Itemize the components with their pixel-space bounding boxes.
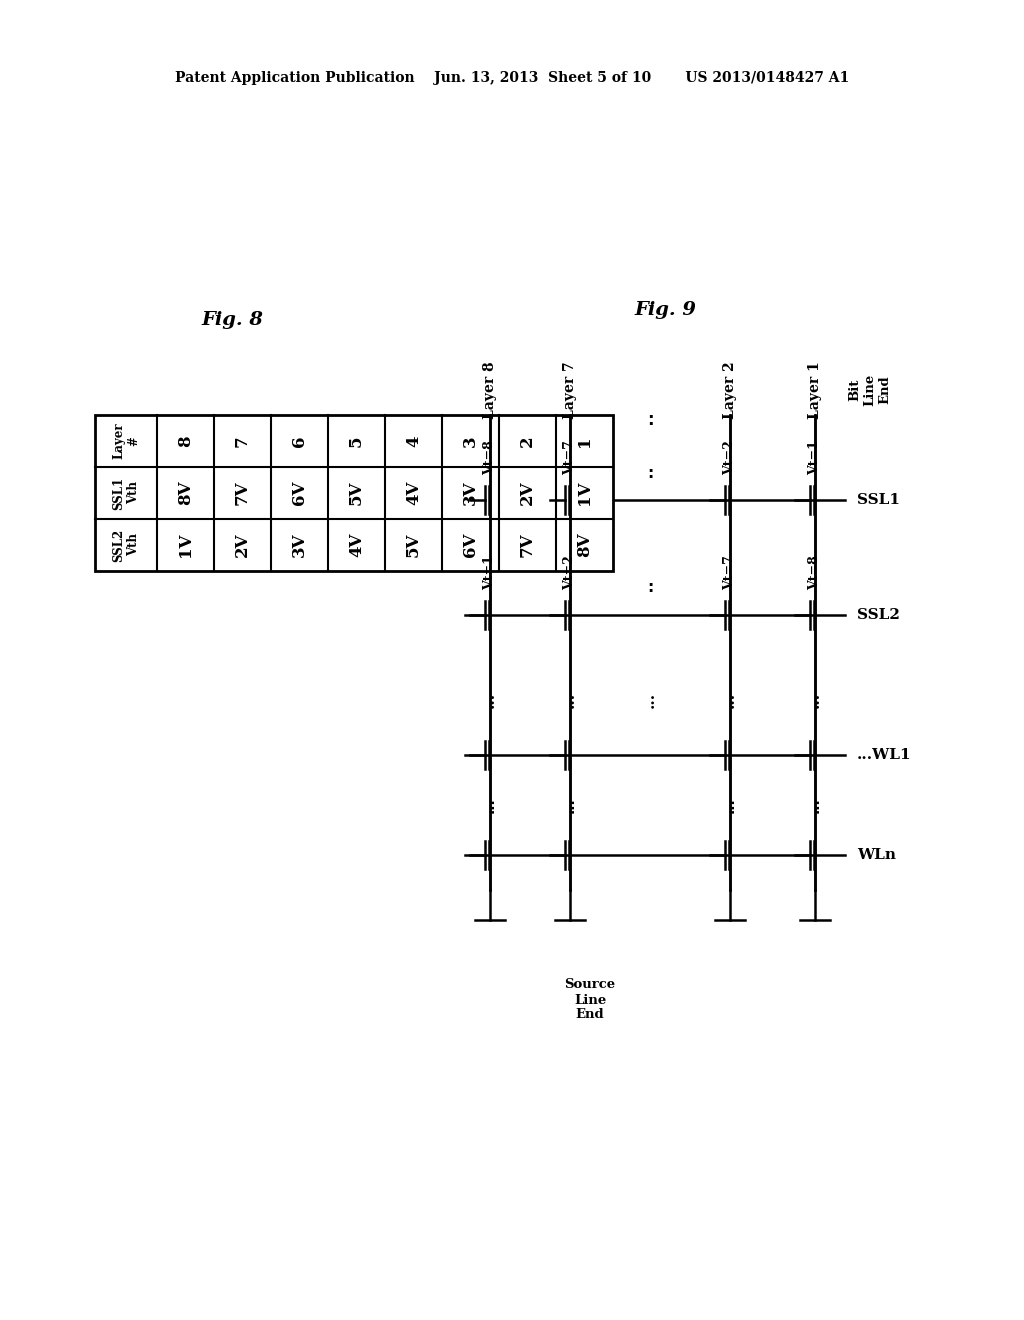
Text: 3V: 3V (291, 533, 308, 557)
Text: Bit
Line
End: Bit Line End (849, 374, 892, 407)
Text: 2V: 2V (519, 480, 536, 506)
Text: ...WL1: ...WL1 (857, 748, 911, 762)
Text: ...: ... (563, 692, 577, 708)
Text: Vt=7: Vt=7 (724, 556, 736, 590)
Text: 1V: 1V (575, 480, 593, 506)
Text: 7V: 7V (519, 533, 536, 557)
Text: 8V: 8V (575, 533, 593, 557)
Text: Vt=1: Vt=1 (483, 556, 497, 590)
Text: SSL1: SSL1 (857, 492, 900, 507)
Text: 1: 1 (575, 436, 593, 446)
Text: Layer 1: Layer 1 (808, 362, 822, 418)
Text: SSL2
Vth: SSL2 Vth (112, 528, 140, 561)
Text: 4: 4 (406, 436, 422, 446)
Text: :: : (647, 411, 653, 429)
Text: Layer 2: Layer 2 (723, 362, 737, 418)
Bar (95, 414, 613, 572)
Text: 5V: 5V (406, 533, 422, 557)
Text: :: : (647, 466, 653, 480)
Text: Patent Application Publication    Jun. 13, 2013  Sheet 5 of 10       US 2013/014: Patent Application Publication Jun. 13, … (175, 71, 849, 84)
Text: 4V: 4V (348, 533, 365, 557)
Text: 7: 7 (234, 436, 251, 446)
Text: 3V: 3V (462, 480, 479, 506)
Text: 8V: 8V (177, 480, 194, 506)
Text: 5: 5 (348, 436, 365, 446)
Text: 6: 6 (291, 436, 308, 446)
Text: Layer 8: Layer 8 (483, 362, 497, 418)
Text: 6V: 6V (462, 533, 479, 557)
Text: ...: ... (808, 692, 822, 708)
Text: 2: 2 (519, 436, 536, 446)
Text: ...: ... (483, 692, 497, 708)
Text: Vt=8: Vt=8 (809, 556, 821, 590)
Text: Vt=2: Vt=2 (724, 441, 736, 475)
Text: ...: ... (808, 797, 822, 813)
Text: 1V: 1V (177, 533, 194, 557)
Text: ...: ... (563, 797, 577, 813)
Text: :: : (647, 581, 653, 595)
Text: Vt=8: Vt=8 (483, 441, 497, 475)
Text: 6V: 6V (291, 480, 308, 506)
Text: ...: ... (723, 797, 737, 813)
Text: 2V: 2V (234, 533, 251, 557)
Text: 8: 8 (177, 436, 194, 446)
Text: WLn: WLn (857, 847, 896, 862)
Text: Vt=7: Vt=7 (563, 441, 577, 475)
Text: Vt=1: Vt=1 (809, 441, 821, 475)
Text: ...: ... (483, 797, 497, 813)
Text: 3: 3 (462, 436, 479, 446)
Text: ...: ... (643, 692, 657, 708)
Text: Source
Line
End: Source Line End (564, 978, 615, 1022)
Text: Fig. 8: Fig. 8 (201, 312, 263, 329)
Text: SSL2: SSL2 (857, 609, 900, 622)
Text: ...: ... (723, 692, 737, 708)
Text: Vt=2: Vt=2 (563, 556, 577, 590)
Text: 4V: 4V (406, 480, 422, 506)
Text: Layer
#: Layer # (112, 422, 140, 459)
Text: 5V: 5V (348, 480, 365, 506)
Text: SSL1
Vth: SSL1 Vth (112, 477, 140, 510)
Text: Layer 7: Layer 7 (563, 362, 577, 418)
Text: Fig. 9: Fig. 9 (634, 301, 696, 319)
Text: 7V: 7V (234, 480, 251, 506)
